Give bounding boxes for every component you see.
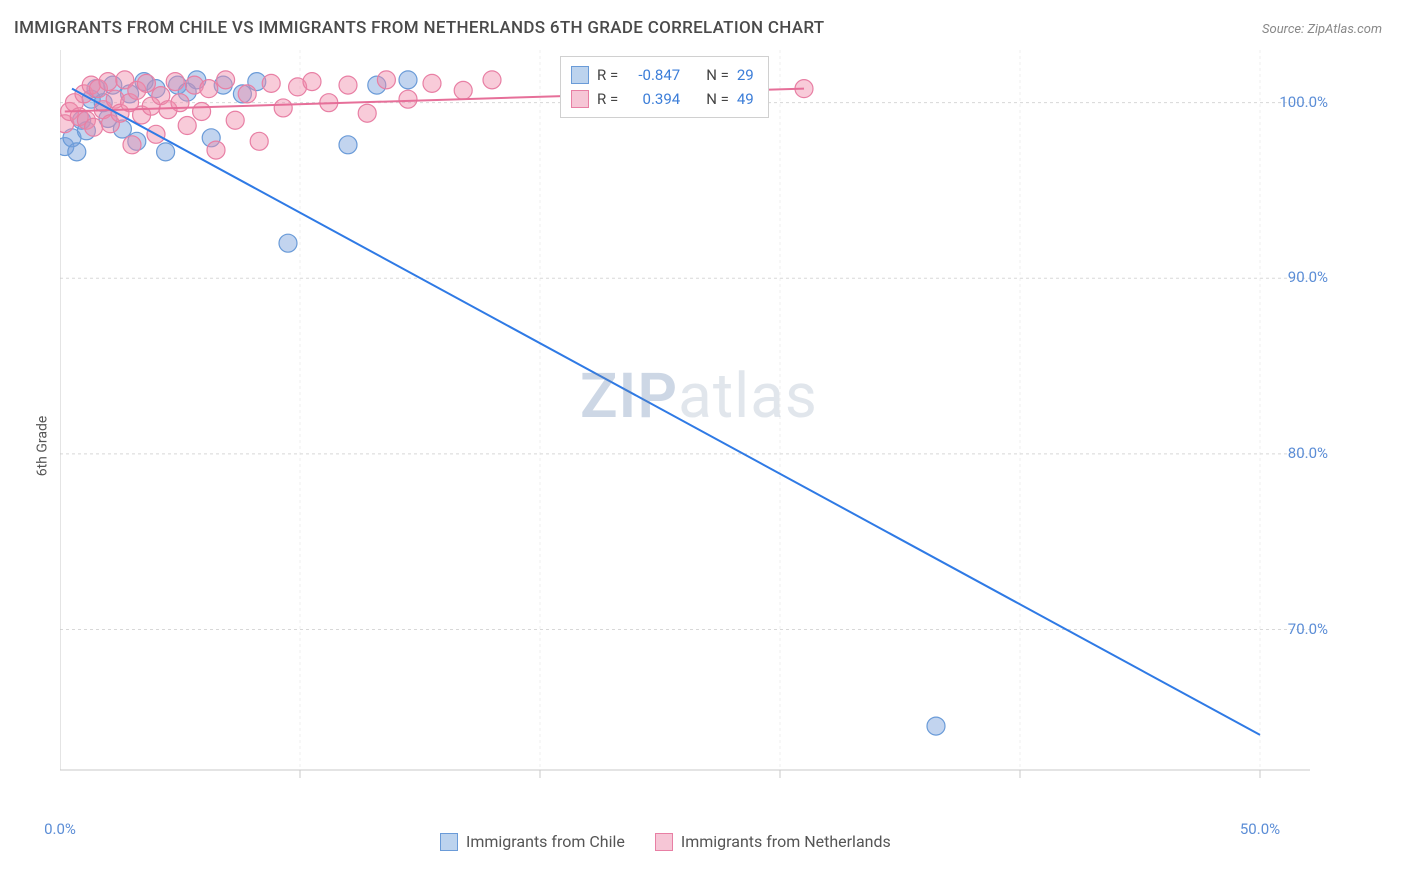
legend-r-value-chile: -0.847 [626, 66, 680, 84]
legend-swatch-chile [571, 66, 589, 84]
chart-container: IMMIGRANTS FROM CHILE VS IMMIGRANTS FROM… [0, 0, 1406, 892]
correlation-legend: R = -0.847 N = 29 R = 0.394 N = 49 [560, 56, 769, 118]
series-swatch-netherlands [655, 833, 673, 851]
legend-n-value-netherlands: 49 [737, 90, 754, 108]
legend-r-label: R = [597, 66, 618, 84]
plot-area: ZIPatlas R = -0.847 N = 29 R = 0.394 N =… [60, 50, 1320, 810]
series-legend-item-netherlands: Immigrants from Netherlands [655, 832, 891, 851]
y-tick-label: 90.0% [1268, 268, 1328, 286]
legend-r-label: R = [597, 90, 618, 108]
series-legend: Immigrants from Chile Immigrants from Ne… [440, 832, 891, 851]
chart-title: IMMIGRANTS FROM CHILE VS IMMIGRANTS FROM… [14, 18, 824, 38]
legend-row-chile: R = -0.847 N = 29 [571, 63, 754, 87]
legend-n-value-chile: 29 [737, 66, 754, 84]
y-axis-label: 6th Grade [34, 416, 50, 477]
series-label-netherlands: Immigrants from Netherlands [681, 832, 891, 851]
legend-row-netherlands: R = 0.394 N = 49 [571, 87, 754, 111]
source-attribution: Source: ZipAtlas.com [1262, 22, 1382, 37]
y-tick-label: 100.0% [1268, 93, 1328, 111]
legend-n-label: N = [706, 90, 729, 108]
source-name: ZipAtlas.com [1307, 22, 1382, 37]
series-legend-item-chile: Immigrants from Chile [440, 832, 625, 851]
legend-swatch-netherlands [571, 90, 589, 108]
x-tick-label: 0.0% [30, 820, 90, 838]
plot-svg [60, 50, 1320, 810]
series-swatch-chile [440, 833, 458, 851]
series-label-chile: Immigrants from Chile [466, 832, 625, 851]
y-tick-label: 80.0% [1268, 444, 1328, 462]
legend-r-value-netherlands: 0.394 [626, 90, 680, 108]
y-tick-label: 70.0% [1268, 620, 1328, 638]
x-tick-label: 50.0% [1230, 820, 1290, 838]
source-label: Source: [1262, 22, 1304, 37]
legend-n-label: N = [706, 66, 729, 84]
